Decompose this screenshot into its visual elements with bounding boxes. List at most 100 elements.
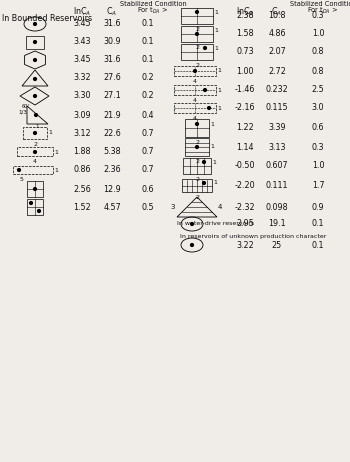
Text: 4.57: 4.57 — [103, 202, 121, 212]
Text: 2: 2 — [195, 159, 199, 164]
Circle shape — [34, 95, 36, 97]
Circle shape — [196, 146, 198, 148]
Text: 0.7: 0.7 — [142, 165, 154, 175]
Text: 12.9: 12.9 — [103, 184, 121, 194]
Text: 0.111: 0.111 — [266, 182, 288, 190]
Text: 0.7: 0.7 — [142, 147, 154, 157]
Text: For t$_{DA}$ >: For t$_{DA}$ > — [307, 6, 339, 16]
Text: 2.5: 2.5 — [312, 85, 324, 95]
Text: 2.07: 2.07 — [268, 48, 286, 56]
Text: 1.22: 1.22 — [236, 123, 254, 133]
Text: 0.1: 0.1 — [312, 219, 324, 229]
Text: 19.1: 19.1 — [268, 219, 286, 229]
Text: 0.115: 0.115 — [266, 103, 288, 113]
Text: 1: 1 — [210, 145, 214, 150]
Text: 30.9: 30.9 — [103, 37, 121, 47]
Circle shape — [34, 132, 36, 134]
Bar — [181, 26, 213, 42]
Text: 1: 1 — [54, 150, 58, 154]
Text: 1.14: 1.14 — [236, 142, 254, 152]
Text: 1: 1 — [214, 28, 218, 32]
Text: 3.13: 3.13 — [268, 142, 286, 152]
Text: 1: 1 — [214, 45, 218, 50]
Text: 0.6: 0.6 — [312, 123, 324, 133]
Text: In reservoirs of unknown production character: In reservoirs of unknown production char… — [180, 234, 326, 239]
Circle shape — [35, 114, 37, 116]
Text: 0.5: 0.5 — [142, 202, 154, 212]
Text: Stabilized Condition: Stabilized Condition — [290, 1, 350, 7]
Text: 3.0: 3.0 — [312, 103, 324, 113]
Text: 3.32: 3.32 — [73, 73, 91, 83]
Text: -0.50: -0.50 — [235, 162, 255, 170]
Circle shape — [191, 243, 194, 246]
Text: 3.43: 3.43 — [73, 37, 91, 47]
Circle shape — [191, 223, 194, 225]
Text: 31.6: 31.6 — [103, 55, 121, 65]
Text: C$_A$: C$_A$ — [272, 5, 282, 18]
Text: 0.1: 0.1 — [312, 241, 324, 249]
Circle shape — [34, 151, 36, 153]
Text: 1.0: 1.0 — [312, 30, 324, 38]
Text: 0.3: 0.3 — [312, 142, 324, 152]
Text: 1.58: 1.58 — [236, 30, 254, 38]
Text: 4: 4 — [193, 79, 197, 84]
Text: 1.7: 1.7 — [312, 182, 324, 190]
Bar — [13, 166, 53, 174]
Text: In water-drive reservoirs: In water-drive reservoirs — [177, 221, 254, 226]
Text: 3.39: 3.39 — [268, 123, 286, 133]
Text: 4: 4 — [193, 98, 197, 103]
Text: lnC$_A$: lnC$_A$ — [73, 5, 91, 18]
Circle shape — [203, 161, 205, 164]
Text: 31.6: 31.6 — [103, 19, 121, 29]
Text: -1.46: -1.46 — [235, 85, 255, 95]
Circle shape — [196, 33, 198, 36]
Bar — [23, 127, 47, 139]
Bar — [26, 36, 44, 49]
Text: 1: 1 — [217, 105, 221, 110]
Circle shape — [194, 70, 196, 73]
Text: 4: 4 — [193, 116, 197, 121]
Text: 0.73: 0.73 — [236, 48, 254, 56]
Text: 0.1: 0.1 — [142, 19, 154, 29]
Text: 0.86: 0.86 — [73, 165, 91, 175]
Circle shape — [34, 188, 36, 190]
Bar — [174, 103, 216, 113]
Text: 3.09: 3.09 — [73, 110, 91, 120]
Circle shape — [34, 59, 36, 61]
Circle shape — [208, 107, 210, 109]
Bar — [174, 66, 216, 76]
Text: 5.38: 5.38 — [103, 147, 121, 157]
Text: -2.16: -2.16 — [235, 103, 255, 113]
Text: 1: 1 — [54, 168, 58, 172]
Bar — [185, 119, 209, 137]
Text: 2: 2 — [195, 45, 199, 50]
Text: 4.86: 4.86 — [268, 30, 286, 38]
Text: 3.45: 3.45 — [73, 55, 91, 65]
Circle shape — [204, 47, 206, 49]
Text: 1: 1 — [213, 181, 217, 186]
Text: 2: 2 — [195, 27, 199, 32]
Circle shape — [34, 78, 36, 80]
Bar — [181, 8, 213, 24]
Bar — [27, 199, 43, 215]
Text: 3.30: 3.30 — [73, 91, 91, 101]
Text: 10.8: 10.8 — [268, 12, 286, 20]
Text: 2: 2 — [195, 177, 199, 182]
Text: -2.32: -2.32 — [235, 202, 255, 212]
Text: 0.7: 0.7 — [142, 128, 154, 138]
Text: 2: 2 — [195, 195, 199, 200]
Text: 0.607: 0.607 — [266, 162, 288, 170]
Text: 1.52: 1.52 — [73, 202, 91, 212]
Text: 27.1: 27.1 — [103, 91, 121, 101]
Text: 4: 4 — [218, 204, 222, 210]
Bar — [181, 44, 213, 60]
Text: 1.00: 1.00 — [236, 67, 254, 75]
Text: 2.72: 2.72 — [268, 67, 286, 75]
Bar — [185, 138, 209, 156]
Text: 2.56: 2.56 — [73, 184, 91, 194]
Text: 0.1: 0.1 — [142, 55, 154, 65]
Text: 4: 4 — [33, 159, 37, 164]
Text: 22.6: 22.6 — [103, 128, 121, 138]
Text: 60°: 60° — [22, 104, 31, 109]
Circle shape — [30, 201, 33, 204]
